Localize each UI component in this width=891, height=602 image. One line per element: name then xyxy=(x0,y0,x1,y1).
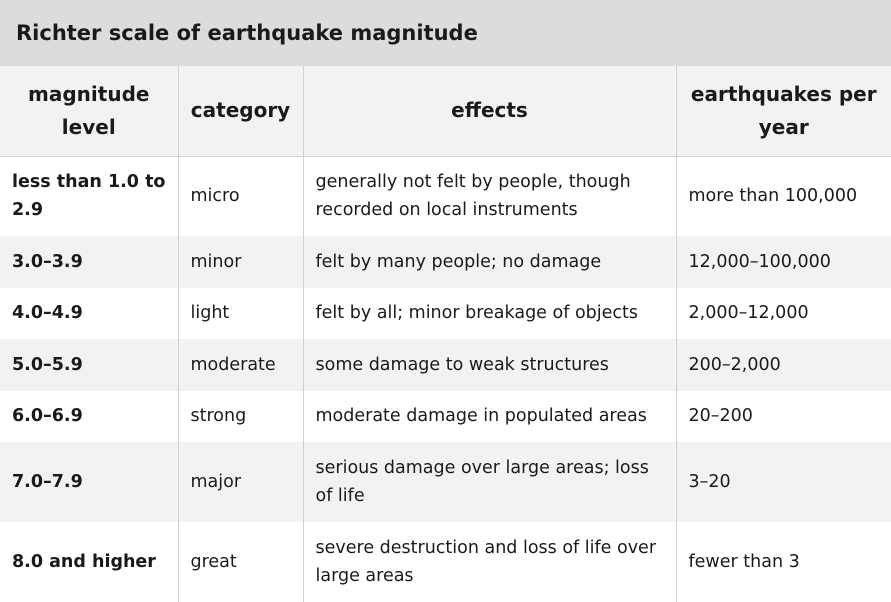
per-year-cell: fewer than 3 xyxy=(676,522,891,602)
category-cell: strong xyxy=(178,390,304,442)
table-row: less than 1.0 to 2.9 micro generally not… xyxy=(0,156,891,236)
richter-table: magnitude level category effects earthqu… xyxy=(0,66,891,602)
header-category: category xyxy=(178,66,304,157)
table-row: 4.0–4.9 light felt by all; minor breakag… xyxy=(0,287,891,339)
magnitude-cell: 7.0–7.9 xyxy=(0,442,179,522)
table-row: 7.0–7.9 major serious damage over large … xyxy=(0,442,891,522)
per-year-cell: 3–20 xyxy=(676,442,891,522)
table-row: 6.0–6.9 strong moderate damage in popula… xyxy=(0,390,891,442)
per-year-cell: 12,000–100,000 xyxy=(676,236,891,288)
table-row: 3.0–3.9 minor felt by many people; no da… xyxy=(0,236,891,288)
magnitude-cell: less than 1.0 to 2.9 xyxy=(0,156,179,236)
effects-cell: serious damage over large areas; loss of… xyxy=(303,442,677,522)
header-row: magnitude level category effects earthqu… xyxy=(0,66,891,157)
effects-cell: felt by many people; no damage xyxy=(303,236,677,288)
table-body: less than 1.0 to 2.9 micro generally not… xyxy=(0,156,891,602)
magnitude-cell: 8.0 and higher xyxy=(0,522,179,602)
per-year-cell: more than 100,000 xyxy=(676,156,891,236)
effects-cell: generally not felt by people, though rec… xyxy=(303,156,677,236)
category-cell: moderate xyxy=(178,339,304,391)
category-cell: micro xyxy=(178,156,304,236)
magnitude-cell: 5.0–5.9 xyxy=(0,339,179,391)
per-year-cell: 20–200 xyxy=(676,390,891,442)
table-row: 5.0–5.9 moderate some damage to weak str… xyxy=(0,339,891,391)
table-header: magnitude level category effects earthqu… xyxy=(0,66,891,157)
per-year-cell: 200–2,000 xyxy=(676,339,891,391)
magnitude-cell: 3.0–3.9 xyxy=(0,236,179,288)
effects-cell: moderate damage in populated areas xyxy=(303,390,677,442)
header-effects: effects xyxy=(303,66,677,157)
table-row: 8.0 and higher great severe destruction … xyxy=(0,522,891,602)
category-cell: major xyxy=(178,442,304,522)
category-cell: great xyxy=(178,522,304,602)
magnitude-cell: 6.0–6.9 xyxy=(0,390,179,442)
effects-cell: severe destruction and loss of life over… xyxy=(303,522,677,602)
header-magnitude-level: magnitude level xyxy=(0,66,179,157)
category-cell: minor xyxy=(178,236,304,288)
effects-cell: felt by all; minor breakage of objects xyxy=(303,287,677,339)
magnitude-cell: 4.0–4.9 xyxy=(0,287,179,339)
header-earthquakes-per-year: earthquakes per year xyxy=(676,66,891,157)
table-caption: Richter scale of earthquake magnitude xyxy=(0,0,891,66)
category-cell: light xyxy=(178,287,304,339)
per-year-cell: 2,000–12,000 xyxy=(676,287,891,339)
effects-cell: some damage to weak structures xyxy=(303,339,677,391)
